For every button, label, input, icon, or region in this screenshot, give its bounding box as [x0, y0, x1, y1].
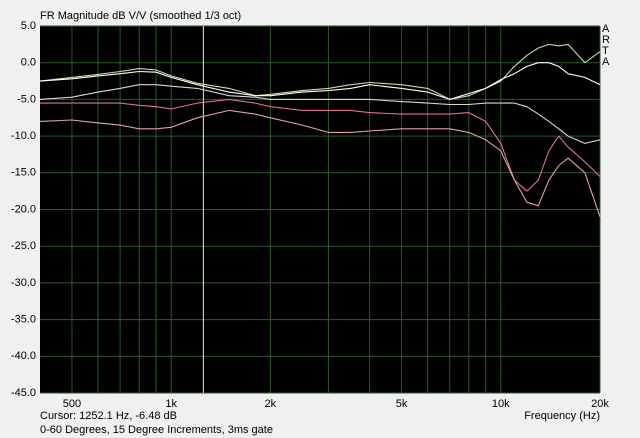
x-tick-label: 1k: [165, 398, 177, 410]
fr-curve: [40, 98, 601, 192]
x-tick-label: 500: [63, 398, 81, 410]
x-tick-label: 2k: [265, 398, 277, 410]
cursor-readout: Cursor: 1252.1 Hz, -6.48 dB: [40, 410, 177, 422]
x-axis-label: Frequency (Hz): [524, 410, 600, 422]
y-tick-label: -40.0: [11, 350, 36, 362]
y-tick-label: -25.0: [11, 240, 36, 252]
y-tick-label: -15.0: [11, 167, 36, 179]
y-tick-label: 0.0: [21, 57, 36, 69]
x-tick-label: 10k: [492, 398, 510, 410]
y-tick-label: -30.0: [11, 277, 36, 289]
chart-title: FR Magnitude dB V/V (smoothed 1/3 oct): [40, 10, 241, 22]
y-tick-label: -20.0: [11, 203, 36, 215]
y-tick-label: -35.0: [11, 314, 36, 326]
measurement-note: 0-60 Degrees, 15 Degree Increments, 3ms …: [40, 424, 273, 436]
y-tick-label: -10.0: [11, 130, 36, 142]
fr-curve: [39, 109, 601, 217]
fr-curve: [39, 43, 601, 100]
y-tick-label: -5.0: [17, 93, 36, 105]
x-tick-label: 5k: [396, 398, 408, 410]
y-tick-label: 5.0: [21, 20, 36, 32]
fr-curve: [39, 62, 601, 100]
x-tick-label: 20k: [591, 398, 609, 410]
fr-curve: [39, 84, 601, 144]
y-tick-label: -45.0: [11, 387, 36, 399]
brand: ARTA: [602, 23, 610, 68]
